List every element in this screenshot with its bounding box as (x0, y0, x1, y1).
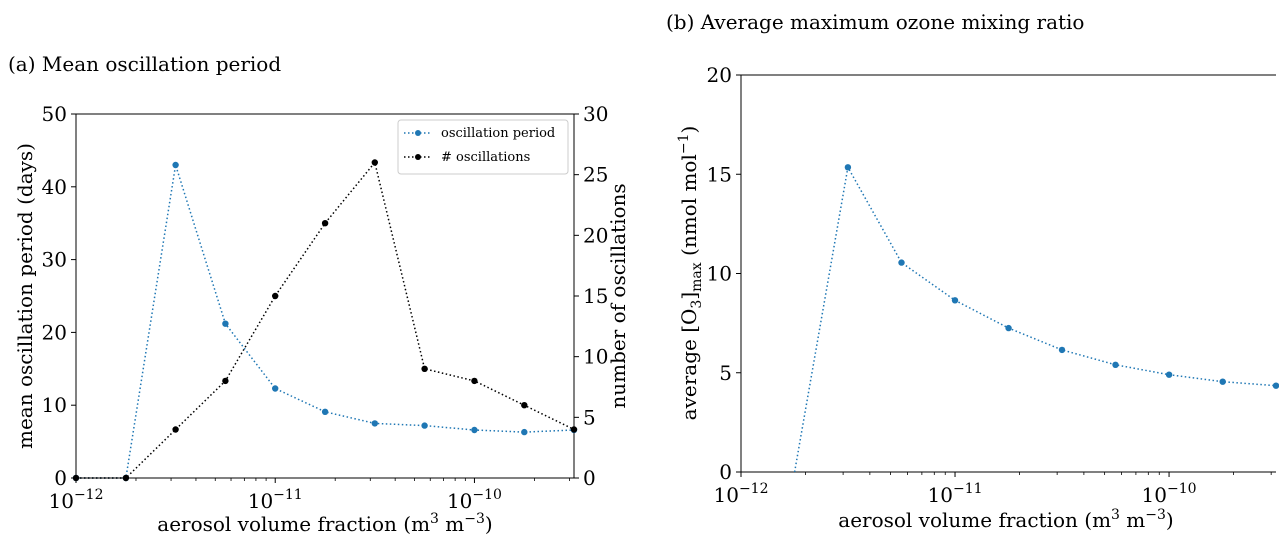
a-point-oscillation-period (272, 385, 279, 392)
a-y-tick-label: 20 (42, 320, 67, 344)
a-point-oscillations (321, 220, 329, 227)
a-point-oscillation-period (371, 420, 378, 427)
chart-a-legend: oscillation period # oscillations (397, 119, 569, 175)
b-point-series-0 (1058, 346, 1066, 354)
legend-num-oscillations-marker (415, 154, 421, 160)
b-y-tick-label: 20 (707, 63, 732, 87)
panel-b-title: (b) Average maximum ozone mixing ratio (666, 10, 1085, 34)
a-point-oscillations (222, 377, 229, 385)
a-y-tick-label: 50 (42, 102, 67, 126)
panel-a-title: (a) Mean oscillation period (8, 52, 282, 76)
a-y2-tick-label: 15 (583, 284, 608, 308)
a-y-tick-label: 40 (42, 175, 67, 199)
a-x-tick-label: 10−11 (248, 487, 303, 513)
b-point-series-0 (1219, 378, 1226, 385)
b-y-tick-label: 15 (707, 162, 732, 186)
chart-a-y2-ticks: 0 5 10 15 20 25 30 (574, 102, 608, 490)
b-x-tick-label: 10−11 (928, 481, 983, 507)
a-point-oscillations (172, 426, 179, 433)
legend-oscillation-period-label: oscillation period (441, 126, 555, 141)
b-y-tick-label: 5 (719, 361, 732, 385)
chart-a-x-ticks: 10−12 10−11 10−10 (49, 478, 570, 513)
chart-a-y2-axis-label: number of oscillations (606, 183, 630, 408)
b-y-tick-label: 10 (707, 262, 732, 286)
legend-num-oscillations-label: # oscillations (441, 150, 530, 165)
a-y2-tick-label: 5 (583, 405, 596, 429)
a-y2-tick-label: 30 (583, 102, 608, 126)
b-point-series-0 (1165, 371, 1173, 378)
b-point-series-0 (1005, 324, 1012, 332)
b-point-series-0 (898, 259, 905, 266)
a-point-oscillations (570, 426, 578, 433)
chart-b-x-axis-label: aerosol volume fraction (m3 m−3) (838, 507, 1173, 532)
a-point-oscillations (421, 365, 428, 372)
a-y-tick-label: 0 (54, 466, 67, 490)
b-x-tick-label: 10−10 (1142, 481, 1197, 507)
a-point-oscillation-period (321, 408, 329, 415)
b-point-series-0 (1272, 382, 1279, 389)
b-point-series-0 (951, 297, 959, 304)
chart-a-legend-frame (397, 119, 569, 175)
a-point-oscillations (272, 292, 279, 300)
a-point-oscillation-period (421, 422, 428, 429)
b-x-tick-label: 10−12 (714, 481, 769, 507)
b-point-series-0 (1112, 361, 1119, 368)
chart-a-y-ticks: 0 10 20 30 40 50 (42, 102, 76, 490)
chart-a-series (72, 159, 578, 482)
a-y-tick-label: 10 (42, 393, 67, 417)
a-line-oscillations (76, 160, 575, 479)
a-y2-tick-label: 10 (583, 345, 608, 369)
a-x-tick-label: 10−10 (447, 487, 502, 513)
a-point-oscillation-period (172, 161, 179, 169)
b-y-tick-label: 0 (719, 460, 732, 484)
chart-a-y-axis-label: mean oscillation period (days) (13, 143, 37, 449)
a-point-oscillations (371, 159, 378, 166)
chart-a-x-axis-label: aerosol volume fraction (m3 m−3) (157, 511, 492, 536)
chart-b-series (793, 164, 1279, 473)
legend-oscillation-period-marker (415, 130, 421, 136)
a-point-oscillations (72, 474, 80, 482)
a-point-oscillations (521, 402, 528, 409)
b-line-series-0 (793, 165, 1277, 473)
chart-b-y-axis-label: average [O3]max (nmol mol−1) (676, 126, 705, 421)
chart-b-y-ticks: 0 5 10 15 20 (707, 63, 741, 484)
a-y2-tick-label: 20 (583, 223, 608, 247)
a-point-oscillation-period (521, 428, 528, 436)
a-point-oscillation-period (471, 426, 478, 434)
a-line-oscillation-period (76, 164, 575, 479)
a-y2-tick-label: 0 (583, 466, 596, 490)
a-y2-tick-label: 25 (583, 163, 608, 187)
b-point-series-0 (844, 164, 852, 171)
a-point-oscillation-period (222, 320, 229, 327)
a-y-tick-label: 30 (42, 248, 67, 272)
a-point-oscillations (122, 474, 130, 482)
chart-b-x-ticks: 10−12 10−11 10−10 (714, 472, 1272, 507)
a-x-tick-label: 10−12 (49, 487, 104, 513)
a-point-oscillations (471, 377, 478, 385)
